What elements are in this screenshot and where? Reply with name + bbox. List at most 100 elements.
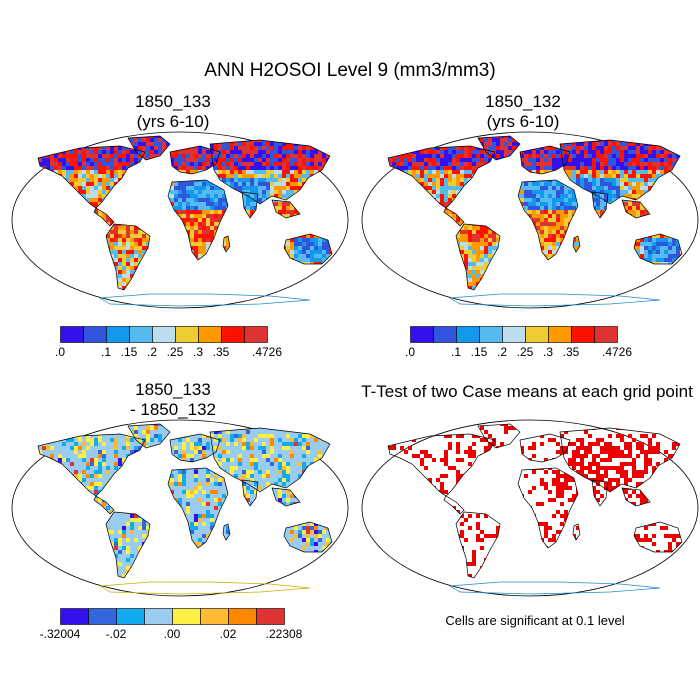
- coastline-centralAm: [93, 207, 115, 227]
- panel2-title-line1: 1850_132: [485, 92, 561, 111]
- panel3-title-line2: - 1850_132: [129, 400, 217, 419]
- colorbar-box: [433, 326, 457, 343]
- colorbar-box: [152, 326, 176, 343]
- colorbar-box: [60, 608, 89, 625]
- coastline-antarctica: [98, 293, 311, 307]
- coastline-southAmerica: [105, 223, 151, 291]
- panel3-title-line1: 1850_133: [135, 380, 211, 399]
- coastline-madagascar: [572, 235, 581, 253]
- colorbar-tick-label: .25: [516, 345, 534, 359]
- colorbar-tick-label: .35: [212, 345, 230, 359]
- coastline-greenland: [127, 423, 171, 449]
- coastline-madagascar: [222, 523, 231, 541]
- coastline-northAmerica: [37, 433, 146, 497]
- coastline-africa: [167, 179, 229, 261]
- coastline-india: [241, 191, 259, 219]
- colorbar-box: [129, 326, 153, 343]
- coastline-europe: [169, 433, 221, 463]
- colorbar-box: [479, 326, 503, 343]
- coastline-antarctica: [448, 293, 661, 307]
- coastline-australia: [633, 233, 683, 265]
- colorbar-tick-label: .02: [219, 627, 237, 641]
- colorbar-tick-label: .15: [120, 345, 138, 359]
- colorbar-box: [221, 326, 245, 343]
- colorbar-box: [200, 608, 229, 625]
- colorbar-tick-label: .35: [562, 345, 580, 359]
- coastline-southAmerica: [105, 511, 151, 579]
- colorbar-box: [106, 326, 130, 343]
- coastline-africa: [167, 467, 229, 549]
- map-case1: [11, 131, 349, 309]
- coastline-australia: [633, 521, 683, 553]
- coastline-india: [591, 479, 609, 507]
- coastline-northAmerica: [387, 433, 496, 497]
- coastline-southAmerica: [455, 511, 501, 579]
- panel1-title-line1: 1850_133: [135, 92, 211, 111]
- coastline-northAmerica: [37, 145, 146, 209]
- colorbar-box: [198, 326, 222, 343]
- coastline-africa: [517, 179, 579, 261]
- colorbar-box: [116, 608, 145, 625]
- coastline-europe: [519, 433, 571, 463]
- coastline-seAsia: [621, 487, 651, 507]
- coastline-asia: [559, 139, 681, 205]
- panel3-title: 1850_133 - 1850_132: [38, 380, 308, 420]
- coastline-india: [241, 479, 259, 507]
- coastline-seAsia: [621, 199, 651, 219]
- map-difference: [11, 419, 349, 597]
- colorbar-box: [88, 608, 117, 625]
- colorbar-box: [525, 326, 549, 343]
- coastline-asia: [209, 427, 331, 493]
- coastline-india: [591, 191, 609, 219]
- colorbar-tick-label: .1: [100, 345, 112, 359]
- coastline-africa: [517, 467, 579, 549]
- colorbar-box: [172, 608, 201, 625]
- colorbar-tick-label: .0: [404, 345, 416, 359]
- colorbar-tick-label: .4726: [251, 345, 283, 359]
- colorbar-box: [410, 326, 434, 343]
- coastline-australia: [283, 521, 333, 553]
- colorbar-box: [60, 326, 84, 343]
- colorbar-tick-label: .4726: [601, 345, 633, 359]
- panel2-title-line2: (yrs 6-10): [486, 112, 560, 131]
- colorbar-tick-label: .22308: [265, 627, 303, 641]
- coastline-antarctica: [448, 581, 661, 595]
- colorbar-box: [456, 326, 480, 343]
- coastline-greenland: [127, 135, 171, 161]
- colorbar-tick-label: -.32004: [39, 627, 81, 641]
- coastline-asia: [209, 139, 331, 205]
- colorbar-tick-label: .25: [166, 345, 184, 359]
- colorbar-box: [256, 608, 285, 625]
- coastline-southAmerica: [455, 223, 501, 291]
- coastline-northAmerica: [387, 145, 496, 209]
- colorbar-tick-label: .3: [192, 345, 204, 359]
- coastline-greenland: [477, 135, 521, 161]
- colorbar-box: [571, 326, 595, 343]
- coastline-australia: [283, 233, 333, 265]
- colorbar-tick-label: .15: [470, 345, 488, 359]
- coastline-europe: [169, 145, 221, 175]
- colorbar-box: [502, 326, 526, 343]
- coastline-asia: [559, 427, 681, 493]
- panel4-title: T-Test of two Case means at each grid po…: [361, 382, 693, 401]
- panel2-title: 1850_132 (yrs 6-10): [388, 92, 658, 132]
- panel1-title: 1850_133 (yrs 6-10): [38, 92, 308, 132]
- colorbar-box: [244, 326, 268, 343]
- colorbar-box: [594, 326, 618, 343]
- coastline-greenland: [477, 423, 521, 449]
- colorbar-tick-label: .0: [54, 345, 66, 359]
- coastline-antarctica: [98, 581, 311, 595]
- colorbar-box: [175, 326, 199, 343]
- colorbar-tick-label: .1: [450, 345, 462, 359]
- colorbar-tick-label: .2: [146, 345, 158, 359]
- colorbar-box: [144, 608, 173, 625]
- coastline-seAsia: [271, 199, 301, 219]
- coastline-centralAm: [443, 207, 465, 227]
- panel1-title-line2: (yrs 6-10): [136, 112, 210, 131]
- figure-title: ANN H2OSOI Level 9 (mm3/mm3): [204, 60, 496, 81]
- coastline-centralAm: [443, 495, 465, 515]
- colorbar-tick-label: .00: [163, 627, 181, 641]
- colorbar-box: [228, 608, 257, 625]
- coastline-europe: [519, 145, 571, 175]
- map-case2: [361, 131, 699, 309]
